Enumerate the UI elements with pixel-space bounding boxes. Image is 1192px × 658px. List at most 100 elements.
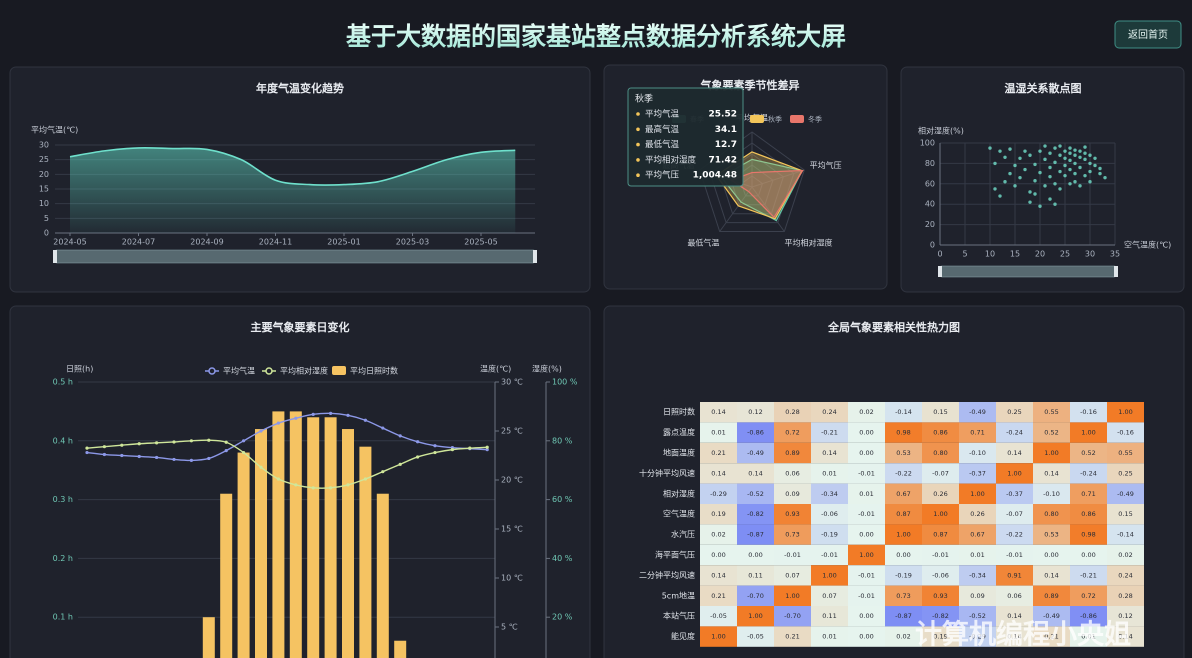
cell-label: 0.12 [748,408,762,416]
back-button-bg[interactable] [1114,20,1182,49]
x-tick-label: 2025-03 [396,238,429,247]
heatmap-cell [1070,483,1107,504]
heatmap-cell [922,626,959,647]
tooltip-title: 秋季 [635,93,653,105]
y-tick-label: 0 [930,241,935,250]
heatmap-cell [1070,463,1107,484]
cell-label: 0.01 [711,429,725,437]
heatmap-cell [996,442,1033,464]
scatter-point [1063,173,1067,178]
heatmap-cell [1070,504,1107,525]
heatmap-cell [996,422,1033,443]
x-tick-label: 10 [985,250,995,259]
cell-label: -0.70 [747,592,764,600]
y-axis-label: 日照(h) [66,365,93,374]
heatmap-cell [885,504,922,525]
heatmap-cell [885,524,922,545]
y3-tick-label: 20 % [552,613,573,622]
line-point [259,465,263,469]
row-label: 海平面气压 [655,550,695,560]
scatter-point [1098,171,1102,176]
x-axis-label: 空气温度(℃) [1124,240,1171,250]
scatter-point [1073,180,1077,184]
cell-label: -0.16 [1080,408,1097,416]
line-point [346,413,350,417]
scatter-point [1068,158,1072,163]
y-tick-label: 20 [39,170,49,179]
bar [272,411,285,658]
y-tick-label: 40 [925,200,935,209]
heatmap-cell [700,565,737,586]
heatmap-cell [737,585,774,606]
heatmap-cell [774,524,811,545]
cell-label: -0.10 [1043,490,1060,498]
row-label: 空气温度 [663,509,695,519]
cell-label: -0.49 [1043,612,1060,620]
chart-title: 主要气象要素日变化 [251,320,350,334]
cell-label: 0.21 [711,592,725,600]
heatmap-cell [737,442,774,464]
heatmap-cell [774,585,811,606]
chart-title: 年度气温变化趋势 [256,81,344,95]
cell-label: -0.70 [784,612,801,620]
watermark: 计算机编程小央姐 [915,619,1131,651]
cell-label: -0.34 [969,571,986,579]
cell-label: -0.29 [710,490,727,498]
cell-label: 0.11 [822,612,836,620]
heatmap-cell [1070,524,1107,545]
cell-label: 0.00 [1081,551,1095,559]
slider-range[interactable] [55,250,535,263]
cell-label: 0.21 [1044,633,1058,641]
scatter-point [1063,149,1067,153]
back-button-label[interactable]: 返回首页 [1128,28,1168,41]
heatmap-cell [959,442,996,464]
heatmap-cell [737,504,774,525]
cell-label: 0.55 [1118,449,1132,457]
zoom-slider[interactable] [938,265,1118,278]
heatmap-cell [996,483,1033,504]
line-point [381,470,385,474]
heatmap-cell [811,626,848,647]
heatmap-cell [959,626,996,647]
heatmap-cell [811,585,848,606]
line-point [416,440,420,444]
scatter-point [1053,182,1057,186]
heatmap-cell [848,463,885,484]
area [70,147,516,233]
heatmap-cell [996,504,1033,525]
scatter-point [993,187,997,191]
slider-handle[interactable] [53,250,57,263]
heatmap-cell [1107,544,1144,566]
back-button[interactable]: 返回首页 [1114,20,1182,49]
scatter-point [1058,144,1062,148]
heatmap-cell [700,606,737,627]
scatter-point [1093,163,1097,168]
cell-label: -0.19 [821,531,838,539]
chart-title: 全局气象要素相关性热力图 [827,320,960,334]
slider-handle[interactable] [533,250,537,263]
radar-indicator-label: 平均气压 [810,160,842,170]
heatmap-cell [959,422,996,443]
x-tick-label: 2025-05 [464,238,497,247]
slider-handle[interactable] [938,266,942,277]
row-label: 露点温度 [663,427,695,437]
heatmap-cell [1107,626,1144,647]
heatmap-cell [1107,606,1144,627]
slider-handle[interactable] [1114,266,1118,277]
cell-label: 0.01 [1081,633,1095,641]
cell-label: 0.67 [896,490,910,498]
slider-range[interactable] [940,266,1116,277]
scatter-point [1018,156,1022,160]
scatter-point [1033,179,1037,183]
page-title: 基于大数据的国家基站整点数据分析系统大屏 [346,22,846,51]
scatter-point [1053,160,1057,165]
y-axis-label: 平均气温(℃) [31,125,78,135]
cell-label: -0.16 [1117,429,1134,437]
line-point [311,486,315,490]
cell-label: 0.02 [711,531,725,539]
zoom-slider[interactable] [53,249,537,264]
heatmap-cell [922,606,959,627]
cell-label: 0.02 [896,633,910,641]
heatmap-cell [700,422,737,443]
